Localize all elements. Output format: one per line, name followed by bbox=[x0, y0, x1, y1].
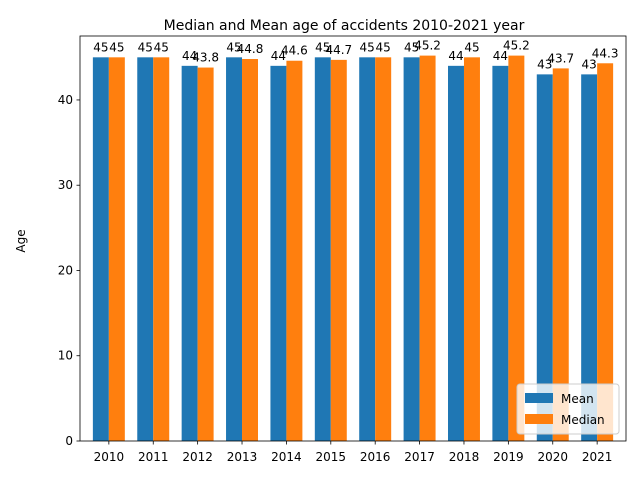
x-tick-label-2016: 2016 bbox=[360, 450, 391, 464]
bar-median-2020 bbox=[552, 68, 569, 442]
bar-median-2012 bbox=[197, 67, 214, 442]
legend-label-mean: Mean bbox=[561, 392, 594, 406]
bar-median-2011 bbox=[153, 57, 170, 441]
data-label-mean-2015: 45 bbox=[315, 40, 330, 54]
data-label-median-2013: 44.8 bbox=[237, 42, 264, 56]
bar-mean-2011 bbox=[137, 57, 154, 441]
bar-median-2017 bbox=[419, 55, 436, 442]
bar-mean-2013 bbox=[226, 57, 243, 441]
data-label-median-2019: 45.2 bbox=[503, 39, 530, 53]
x-tick-label-2012: 2012 bbox=[182, 450, 213, 464]
bar-median-2016 bbox=[375, 57, 392, 441]
data-label-median-2017: 45.2 bbox=[414, 39, 441, 53]
x-tick-label-2015: 2015 bbox=[316, 450, 347, 464]
axes-layer: 0 10 20 30 40 2010 2011 2012 2013 2014 2015 2016 201… bbox=[58, 35, 627, 464]
legend-swatch-median bbox=[525, 414, 553, 424]
x-tick-label-2017: 2017 bbox=[404, 450, 435, 464]
y-tick-label: 0 bbox=[65, 434, 73, 448]
data-label-median-2016: 45 bbox=[376, 40, 391, 54]
x-tick-label-2020: 2020 bbox=[537, 450, 568, 464]
y-tick-label: 20 bbox=[58, 263, 73, 277]
data-label-mean-2016: 45 bbox=[360, 40, 375, 54]
bar-mean-2021 bbox=[581, 74, 598, 442]
data-label-mean-2010: 45 bbox=[93, 40, 108, 54]
data-label-mean-2018: 44 bbox=[448, 49, 463, 63]
bars-layer bbox=[92, 55, 614, 442]
data-label-median-2010: 45 bbox=[109, 40, 124, 54]
bar-median-2021 bbox=[597, 63, 614, 441]
bar-mean-2014 bbox=[270, 65, 287, 441]
data-label-median-2015: 44.7 bbox=[325, 43, 352, 57]
data-label-mean-2011: 45 bbox=[138, 40, 153, 54]
x-tick-label-2010: 2010 bbox=[94, 450, 125, 464]
x-tick-label-2018: 2018 bbox=[449, 450, 480, 464]
bar-median-2013 bbox=[242, 59, 258, 442]
data-label-median-2012: 43.8 bbox=[192, 51, 219, 65]
bar-median-2010 bbox=[108, 57, 125, 441]
data-label-mean-2021: 43 bbox=[582, 57, 597, 71]
data-label-mean-2012: 44 bbox=[182, 49, 197, 63]
bar-mean-2017 bbox=[403, 57, 420, 441]
x-tick-label-2021: 2021 bbox=[582, 450, 613, 464]
legend-swatch-mean bbox=[525, 393, 553, 403]
data-label-mean-2014: 44 bbox=[271, 49, 286, 63]
y-tick-label: 40 bbox=[58, 93, 73, 107]
bar-mean-2020 bbox=[536, 74, 553, 442]
bar-mean-2016 bbox=[359, 57, 376, 441]
bar-mean-2015 bbox=[314, 57, 331, 441]
y-tick-label: 10 bbox=[58, 349, 73, 363]
data-label-median-2020: 43.7 bbox=[547, 51, 574, 65]
y-tick-label: 30 bbox=[58, 178, 73, 192]
bar-median-2019 bbox=[508, 55, 525, 442]
data-label-median-2014: 44.6 bbox=[281, 44, 308, 58]
bar-median-2015 bbox=[330, 59, 347, 442]
data-label-median-2011: 45 bbox=[154, 40, 169, 54]
bar-median-2018 bbox=[463, 57, 480, 441]
x-tick-label-2019: 2019 bbox=[493, 450, 524, 464]
legend: Mean Median bbox=[516, 383, 620, 435]
bar-mean-2018 bbox=[448, 65, 464, 441]
data-label-mean-2020: 43 bbox=[537, 57, 552, 71]
x-tick-label-2011: 2011 bbox=[138, 450, 169, 464]
data-label-median-2021: 44.3 bbox=[592, 46, 619, 60]
x-tick-label-2014: 2014 bbox=[271, 450, 302, 464]
legend-label-median: Median bbox=[561, 413, 605, 427]
y-axis-label: Age bbox=[14, 229, 28, 252]
data-label-mean-2019: 44 bbox=[493, 49, 508, 63]
data-label-median-2018: 45 bbox=[464, 40, 479, 54]
x-tick-label-2013: 2013 bbox=[227, 450, 258, 464]
plot-frame bbox=[79, 35, 627, 442]
bar-mean-2010 bbox=[92, 57, 109, 441]
bar-mean-2012 bbox=[181, 65, 198, 441]
bar-mean-2019 bbox=[492, 65, 509, 441]
chart-title: Median and Mean age of accidents 2010-20… bbox=[164, 18, 525, 34]
bar-median-2014 bbox=[286, 60, 303, 441]
data-label-mean-2017: 45 bbox=[404, 40, 419, 54]
data-label-mean-2013: 45 bbox=[226, 40, 241, 54]
